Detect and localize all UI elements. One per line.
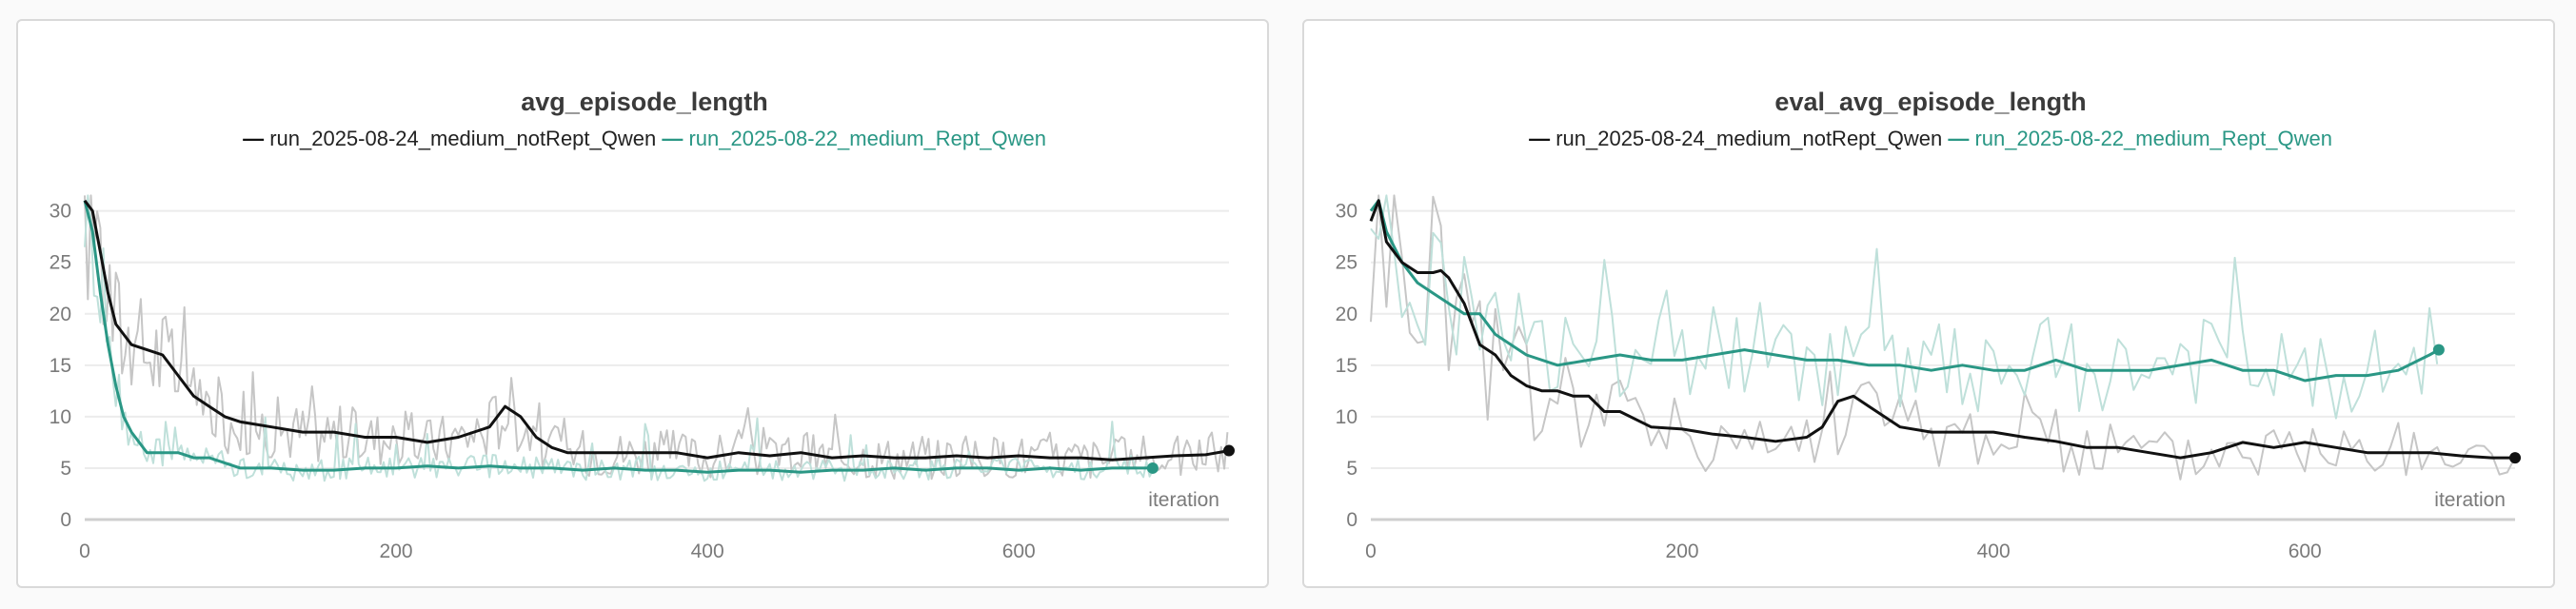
raw-series-line-1 <box>84 194 1154 482</box>
series-endpoint-0 <box>1223 444 1235 457</box>
y-tick-label: 30 <box>50 201 71 223</box>
x-tick-label: 400 <box>691 540 724 562</box>
x-tick-label: 200 <box>1666 540 1699 562</box>
chart-title: avg_episode_length <box>521 88 768 116</box>
y-tick-label: 0 <box>1346 509 1357 531</box>
chart-title: eval_avg_episode_length <box>1774 88 2086 116</box>
x-tick-label: 200 <box>380 540 413 562</box>
legend-swatch-0: — <box>1529 127 1556 150</box>
y-tick-label: 15 <box>1336 355 1357 377</box>
legend-swatch-1: — <box>1942 127 1974 150</box>
y-tick-label: 10 <box>50 406 71 428</box>
raw-series-line-0 <box>84 194 1229 481</box>
y-tick-label: 5 <box>60 458 71 480</box>
x-tick-label: 600 <box>1002 540 1036 562</box>
legend-label-0[interactable]: run_2025-08-24_medium_notRept_Qwen <box>269 127 656 150</box>
y-tick-label: 0 <box>60 509 71 531</box>
y-tick-label: 20 <box>1336 304 1357 325</box>
line-chart: avg_episode_length — run_2025-08-24_mediu… <box>50 88 1235 562</box>
series-line-1[interactable] <box>83 200 1153 474</box>
raw-series-line-0 <box>1370 194 2516 481</box>
y-tick-label: 30 <box>1336 201 1357 223</box>
legend-label-0[interactable]: run_2025-08-24_medium_notRept_Qwen <box>1556 127 1942 150</box>
series-endpoint-1 <box>2432 344 2445 356</box>
legend-label-1[interactable]: run_2025-08-22_medium_Rept_Qwen <box>1974 127 2331 150</box>
x-tick-label: 0 <box>1365 540 1377 562</box>
legend-swatch-0: — <box>243 127 269 150</box>
x-tick-label: 600 <box>2289 540 2322 562</box>
legend-swatch-1: — <box>656 127 688 150</box>
y-tick-label: 15 <box>50 355 71 377</box>
x-axis-label: iteration <box>1148 489 1219 511</box>
x-tick-label: 400 <box>1977 540 2011 562</box>
y-tick-label: 10 <box>1336 406 1357 428</box>
line-chart: eval_avg_episode_length — run_2025-08-24_… <box>1336 88 2521 562</box>
series-line-0[interactable] <box>1369 199 2515 460</box>
series-line-1[interactable] <box>1369 199 2440 383</box>
series-line-0[interactable] <box>83 199 1230 462</box>
svg-text:— run_2025-08-24_medium_notRep: — run_2025-08-24_medium_notRept_Qwen — r… <box>243 127 1046 150</box>
chart-legend: — run_2025-08-24_medium_notRept_Qwen — r… <box>1529 127 2332 150</box>
x-tick-label: 0 <box>79 540 90 562</box>
chart-panel-eval-avg-episode-length: eval_avg_episode_length — run_2025-08-24_… <box>1302 19 2555 588</box>
x-axis-label: iteration <box>2434 489 2506 511</box>
y-tick-label: 25 <box>50 252 71 274</box>
chart-panel-avg-episode-length: avg_episode_length — run_2025-08-24_mediu… <box>16 19 1269 588</box>
svg-text:— run_2025-08-24_medium_notRep: — run_2025-08-24_medium_notRept_Qwen — r… <box>1529 127 2332 150</box>
raw-series-line-1 <box>1370 194 2439 420</box>
series-endpoint-0 <box>2509 452 2521 464</box>
series-endpoint-1 <box>1146 462 1159 474</box>
legend-label-1[interactable]: run_2025-08-22_medium_Rept_Qwen <box>688 127 1045 150</box>
y-tick-label: 5 <box>1346 458 1357 480</box>
y-tick-label: 20 <box>50 304 71 325</box>
y-tick-label: 25 <box>1336 252 1357 274</box>
chart-legend: — run_2025-08-24_medium_notRept_Qwen — r… <box>243 127 1046 150</box>
